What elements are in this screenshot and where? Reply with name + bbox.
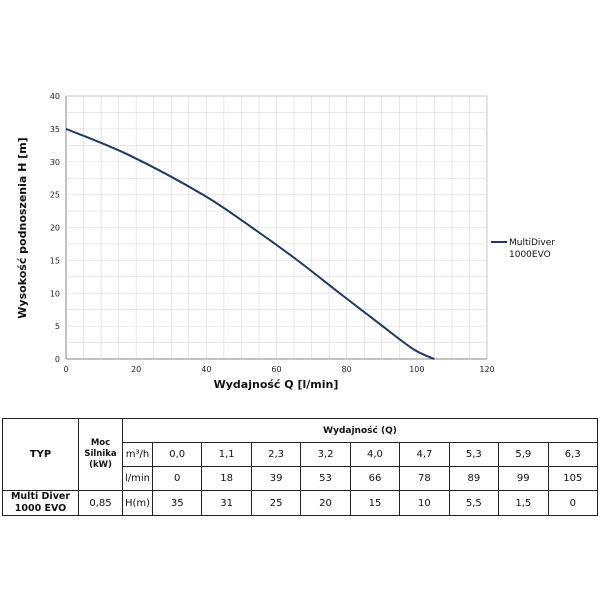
h_values-cell: 35 — [151, 490, 203, 516]
h_values-cell: 31 — [201, 490, 252, 516]
x-axis-label: Wydajność Q [l/min] — [214, 378, 339, 391]
moc-header-line2: Silnika — [84, 449, 117, 459]
h_values-cell: 5,5 — [448, 490, 500, 516]
x-tick-label: 0 — [63, 365, 68, 374]
h-label: H(m) — [122, 490, 153, 516]
m3h-label: m³/h — [122, 442, 153, 467]
y-tick-label: 25 — [50, 191, 60, 200]
lmin_values-cell: 39 — [250, 466, 302, 491]
y-tick-label: 15 — [50, 256, 60, 265]
x-tick-label: 60 — [271, 365, 281, 374]
model-line1: Multi Diver — [10, 491, 71, 502]
m3h_values-cell: 0,0 — [151, 442, 203, 467]
m3h_values-cell: 2,3 — [250, 442, 302, 467]
x-tick-label: 80 — [342, 365, 352, 374]
lmin_values-cell: 0 — [151, 466, 203, 491]
h_values-cell: 1,5 — [498, 490, 549, 516]
h_values-cell: 15 — [349, 490, 401, 516]
h_values-cell: 20 — [300, 490, 351, 516]
chart-ticks: 0 20 40 60 80 100 120 0 5 10 15 20 25 30 35 40 — [50, 92, 495, 374]
lmin_values-cell: 105 — [547, 466, 598, 491]
x-tick-label: 40 — [201, 365, 211, 374]
table-row-lmin: l/min 0 18 39 53 66 78 89 99 105 — [3, 466, 598, 491]
y-tick-label: 0 — [55, 355, 60, 364]
m3h_values-cell: 5,3 — [448, 442, 500, 467]
moc-header-line3: (kW) — [89, 460, 112, 470]
m3h_values-cell: 3,2 — [300, 442, 351, 467]
x-tick-label: 100 — [409, 365, 424, 374]
chart-axes — [65, 95, 488, 360]
m3h_values-cell: 5,9 — [498, 442, 549, 467]
legend-label-line2: 1000EVO — [509, 250, 551, 260]
m3h_values-cell: 6,3 — [547, 442, 598, 467]
wydajnosc-header: Wydajność (Q) — [122, 418, 598, 443]
y-tick-label: 5 — [55, 322, 60, 331]
y-tick-label: 30 — [50, 158, 60, 167]
series-line-multidiver-1000evo — [65, 127, 435, 360]
lmin_values-cell: 99 — [498, 466, 549, 491]
y-axis-label: Wysokość podnoszenia H [m] — [16, 137, 29, 318]
table-row-m3h: m³/h 0,0 1,1 2,3 3,2 4,0 4,7 5,3 5,9 6,3 — [3, 442, 598, 467]
x-tick-label: 20 — [131, 365, 141, 374]
m3h_values-cell: 4,7 — [399, 442, 450, 467]
y-tick-label: 10 — [50, 289, 60, 298]
x-tick-label: 120 — [479, 365, 494, 374]
moc-header: Moc Silnika (kW) — [78, 418, 123, 491]
y-tick-label: 35 — [50, 125, 60, 134]
table-row-h: Multi Diver 1000 EVO 0,85 H(m) 35 31 25 20 1… — [2, 490, 598, 516]
legend-label-line1: MultiDiver — [509, 238, 555, 248]
m3h_values-cell: 1,1 — [201, 442, 252, 467]
lmin_values-cell: 66 — [349, 466, 401, 491]
h_values-cell: 10 — [399, 490, 450, 516]
lmin_values-cell: 53 — [300, 466, 351, 491]
power-cell: 0,85 — [78, 490, 123, 516]
h_values-cell: 0 — [547, 490, 598, 516]
y-tick-label: 20 — [50, 224, 60, 233]
h_values-cell: 25 — [250, 490, 302, 516]
spec-table: TYP Moc Silnika (kW) Wydajność (Q) m³/h … — [2, 418, 598, 516]
lmin-label: l/min — [122, 466, 153, 491]
chart-grid — [65, 95, 488, 360]
lmin_values-cell: 78 — [399, 466, 450, 491]
y-tick-label: 40 — [50, 92, 60, 101]
chart-series — [65, 127, 435, 360]
performance-chart: 0 20 40 60 80 100 120 0 5 10 15 20 25 30 35 40 Wydajnoś… — [16, 92, 555, 391]
lmin_values-cell: 89 — [448, 466, 500, 491]
typ-header: TYP — [2, 418, 79, 491]
chart-legend: MultiDiver 1000EVO — [491, 238, 555, 260]
lmin_values-cell: 18 — [201, 466, 252, 491]
model-line2: 1000 EVO — [14, 503, 67, 514]
moc-header-line1: Moc — [90, 438, 111, 448]
m3h_values-cell: 4,0 — [349, 442, 401, 467]
model-cell: Multi Diver 1000 EVO — [2, 490, 79, 516]
